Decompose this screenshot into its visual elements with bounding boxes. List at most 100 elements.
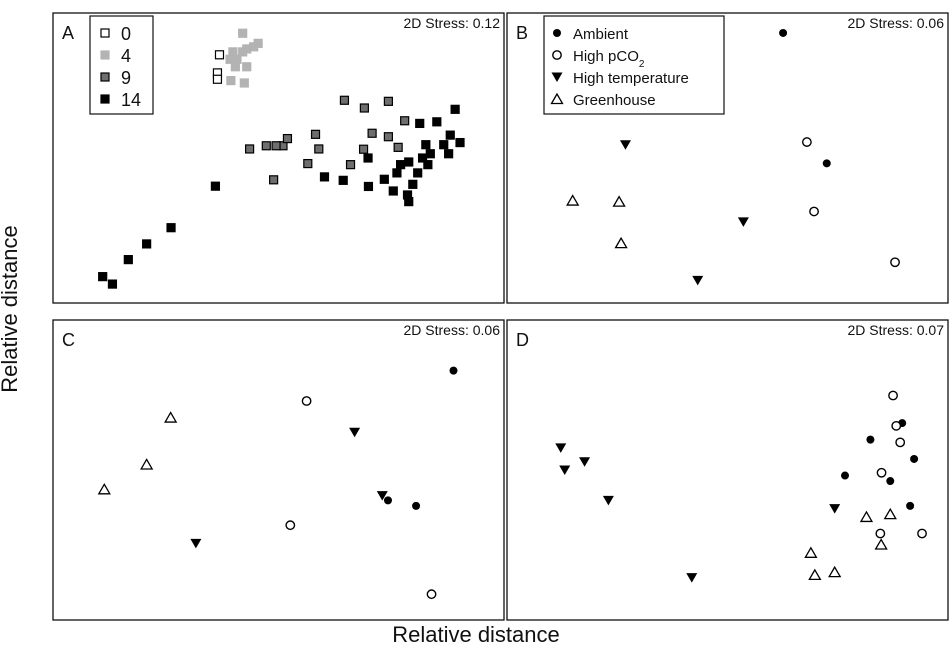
stress-label: 2D Stress: 0.12 xyxy=(404,15,501,31)
data-point xyxy=(339,95,350,105)
data-point xyxy=(338,175,348,185)
series-d0 xyxy=(212,50,225,84)
data-point xyxy=(396,160,406,170)
data-point xyxy=(874,538,888,550)
series-d4 xyxy=(225,28,263,88)
data-point xyxy=(242,62,252,72)
series-temp xyxy=(190,427,388,549)
data-point xyxy=(404,157,414,167)
data-point xyxy=(828,565,842,578)
data-point xyxy=(140,458,154,470)
series-d14 xyxy=(98,104,465,289)
series-amb xyxy=(383,366,458,510)
panel-letter: C xyxy=(62,330,75,350)
data-point xyxy=(271,141,281,151)
data-point xyxy=(859,510,874,523)
data-point xyxy=(107,279,118,289)
data-point xyxy=(579,457,591,467)
data-point xyxy=(310,129,321,139)
data-point xyxy=(417,153,428,163)
data-point xyxy=(228,47,238,57)
legend-item-gh: Greenhouse xyxy=(550,92,656,109)
legend-item-d4: 4 xyxy=(100,46,131,66)
data-point xyxy=(888,390,898,401)
data-point xyxy=(301,396,312,406)
legend-marker xyxy=(100,72,110,82)
data-point xyxy=(359,103,369,113)
legend-item-d9: 9 xyxy=(100,68,131,88)
stress-label: 2D Stress: 0.06 xyxy=(404,322,501,338)
panel-c: C 2D Stress: 0.06 xyxy=(52,319,505,621)
legend-marker xyxy=(550,92,564,105)
data-point xyxy=(686,573,698,583)
legend-marker xyxy=(100,94,110,104)
data-point xyxy=(415,118,425,129)
data-point xyxy=(164,411,178,423)
data-point xyxy=(692,275,704,286)
data-point xyxy=(883,507,897,520)
data-point xyxy=(450,104,460,114)
data-point xyxy=(383,496,392,505)
legend-label: High temperature xyxy=(573,70,689,87)
data-point xyxy=(383,96,393,106)
data-point xyxy=(612,195,626,207)
data-point xyxy=(282,133,293,144)
data-point xyxy=(238,28,248,38)
panel-b: B 2D Stress: 0.06 xyxy=(506,12,949,304)
data-point xyxy=(423,160,433,170)
data-point xyxy=(261,141,271,151)
panel-letter: A xyxy=(62,23,74,43)
data-point xyxy=(906,501,915,510)
data-point xyxy=(910,454,919,463)
series-co2 xyxy=(802,137,900,268)
series-gh xyxy=(97,411,178,495)
data-point xyxy=(212,74,223,84)
data-point xyxy=(890,257,900,268)
data-point xyxy=(245,144,255,154)
data-point xyxy=(602,495,614,506)
data-point xyxy=(829,504,841,514)
data-point xyxy=(166,223,176,233)
legend-item-d14: 14 xyxy=(100,90,141,110)
data-point xyxy=(566,194,580,206)
data-point xyxy=(425,149,435,159)
series-temp xyxy=(619,140,749,286)
data-point xyxy=(876,467,887,478)
data-point xyxy=(555,443,567,453)
panel-d: D 2D Stress: 0.07 xyxy=(506,319,949,621)
data-point xyxy=(445,130,455,140)
data-point xyxy=(314,144,324,154)
data-point xyxy=(379,174,389,184)
data-point xyxy=(238,47,248,57)
data-point xyxy=(802,137,812,147)
legend-label: 4 xyxy=(121,46,131,66)
data-point xyxy=(866,435,875,444)
legend-marker xyxy=(553,29,561,37)
data-point xyxy=(230,62,240,72)
panel-a: A 2D Stress: 0.12 xyxy=(52,12,505,304)
data-point xyxy=(404,197,414,207)
legend-label: 14 xyxy=(121,90,141,110)
data-point xyxy=(249,42,259,52)
data-point xyxy=(319,172,330,182)
legend-label: Ambient xyxy=(573,26,629,43)
data-point xyxy=(886,477,895,486)
panel-frame xyxy=(52,319,505,621)
panel-letter: B xyxy=(516,23,528,43)
legend-item-d0: 0 xyxy=(100,24,131,44)
data-point xyxy=(809,206,819,217)
legend-marker xyxy=(100,50,110,60)
data-point xyxy=(426,589,437,600)
data-point xyxy=(421,140,431,150)
data-point xyxy=(388,186,398,196)
data-point xyxy=(619,140,631,150)
data-point xyxy=(432,117,442,127)
data-point xyxy=(376,491,388,501)
data-point xyxy=(98,272,108,282)
panel-frame xyxy=(506,319,949,621)
data-point xyxy=(439,140,449,150)
legend-marker xyxy=(100,28,110,38)
data-point xyxy=(444,149,454,159)
data-point xyxy=(822,159,831,168)
